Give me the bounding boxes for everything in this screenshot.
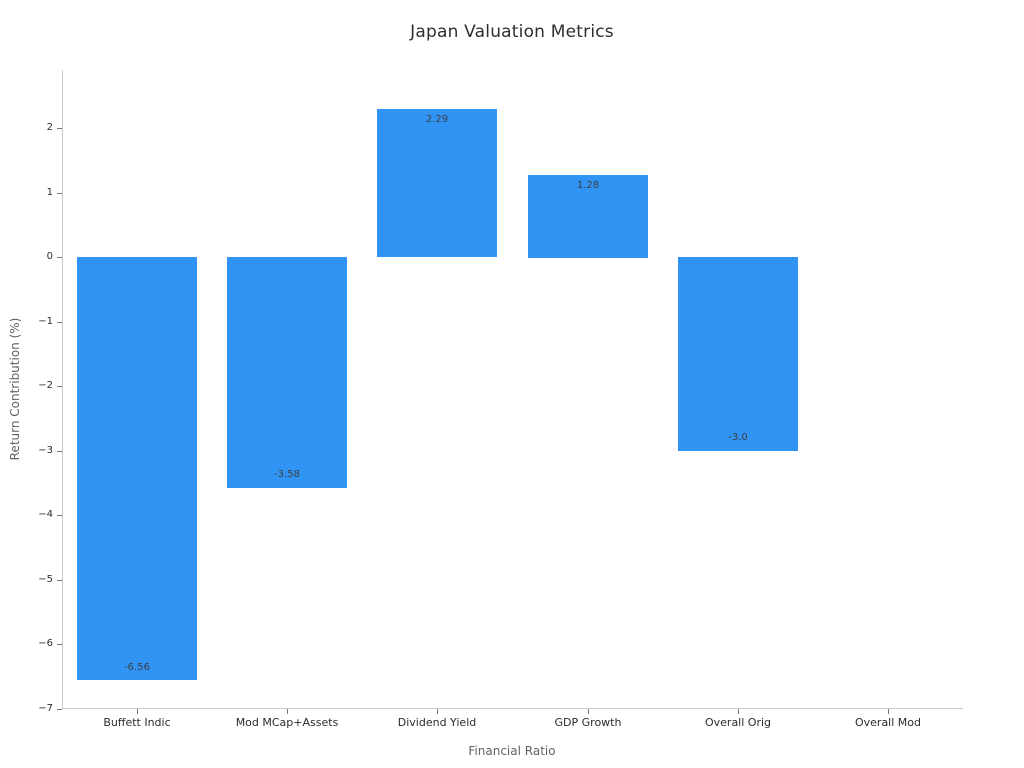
- bar-value-label: -3.58: [274, 469, 300, 480]
- bar-value-label: 2.29: [425, 114, 449, 125]
- y-tick-mark: [57, 451, 62, 452]
- y-tick-mark: [57, 644, 62, 645]
- x-axis-spine: [62, 708, 963, 709]
- y-tick-label: −2: [38, 380, 53, 391]
- bar-value-label: 1.28: [576, 180, 600, 191]
- y-tick-label: 0: [46, 251, 53, 262]
- bar-mod-mcap-assets: [227, 257, 347, 488]
- bar-dividend-yield: [377, 109, 497, 257]
- plot-area: -6.56 -3.58 2.29 1.28 -3.0: [62, 70, 963, 709]
- y-axis-spine: [62, 70, 63, 709]
- y-tick-mark: [57, 193, 62, 194]
- x-tick-mark: [437, 709, 438, 714]
- chart-title: Japan Valuation Metrics: [410, 22, 614, 42]
- x-tick-label-dividend-yield: Dividend Yield: [397, 716, 477, 729]
- x-tick-label-gdp-growth: GDP Growth: [554, 716, 622, 729]
- y-tick-label: −7: [38, 703, 53, 714]
- x-tick-label-overall-orig: Overall Orig: [704, 716, 772, 729]
- y-tick-mark: [57, 515, 62, 516]
- y-tick-label: −6: [38, 638, 53, 649]
- y-tick-mark: [57, 709, 62, 710]
- y-tick-label: −1: [38, 316, 53, 327]
- x-tick-label-overall-mod: Overall Mod: [854, 716, 921, 729]
- y-tick-mark: [57, 386, 62, 387]
- bar-value-label: -3.0: [728, 432, 748, 443]
- x-tick-mark: [137, 709, 138, 714]
- bar-value-label: -6.56: [124, 662, 150, 673]
- x-tick-label-buffett-indic: Buffett Indic: [103, 716, 171, 729]
- x-tick-mark: [738, 709, 739, 714]
- bar-overall-orig: [678, 257, 798, 451]
- x-tick-mark: [888, 709, 889, 714]
- y-tick-mark: [57, 580, 62, 581]
- y-tick-mark: [57, 322, 62, 323]
- bar-buffett-indic: [77, 257, 197, 680]
- y-tick-label: 2: [46, 122, 53, 133]
- x-tick-mark: [588, 709, 589, 714]
- x-axis-label: Financial Ratio: [468, 744, 556, 758]
- y-tick-label: 1: [46, 187, 53, 198]
- x-tick-label-mod-mcap-assets: Mod MCap+Assets: [235, 716, 339, 729]
- y-tick-mark: [57, 257, 62, 258]
- y-axis-label: Return Contribution (%): [8, 317, 22, 461]
- y-tick-label: −4: [38, 509, 53, 520]
- y-tick-label: −5: [38, 574, 53, 585]
- x-tick-mark: [287, 709, 288, 714]
- bar-gdp-growth: [528, 175, 648, 258]
- y-tick-label: −3: [38, 445, 53, 456]
- y-tick-mark: [57, 128, 62, 129]
